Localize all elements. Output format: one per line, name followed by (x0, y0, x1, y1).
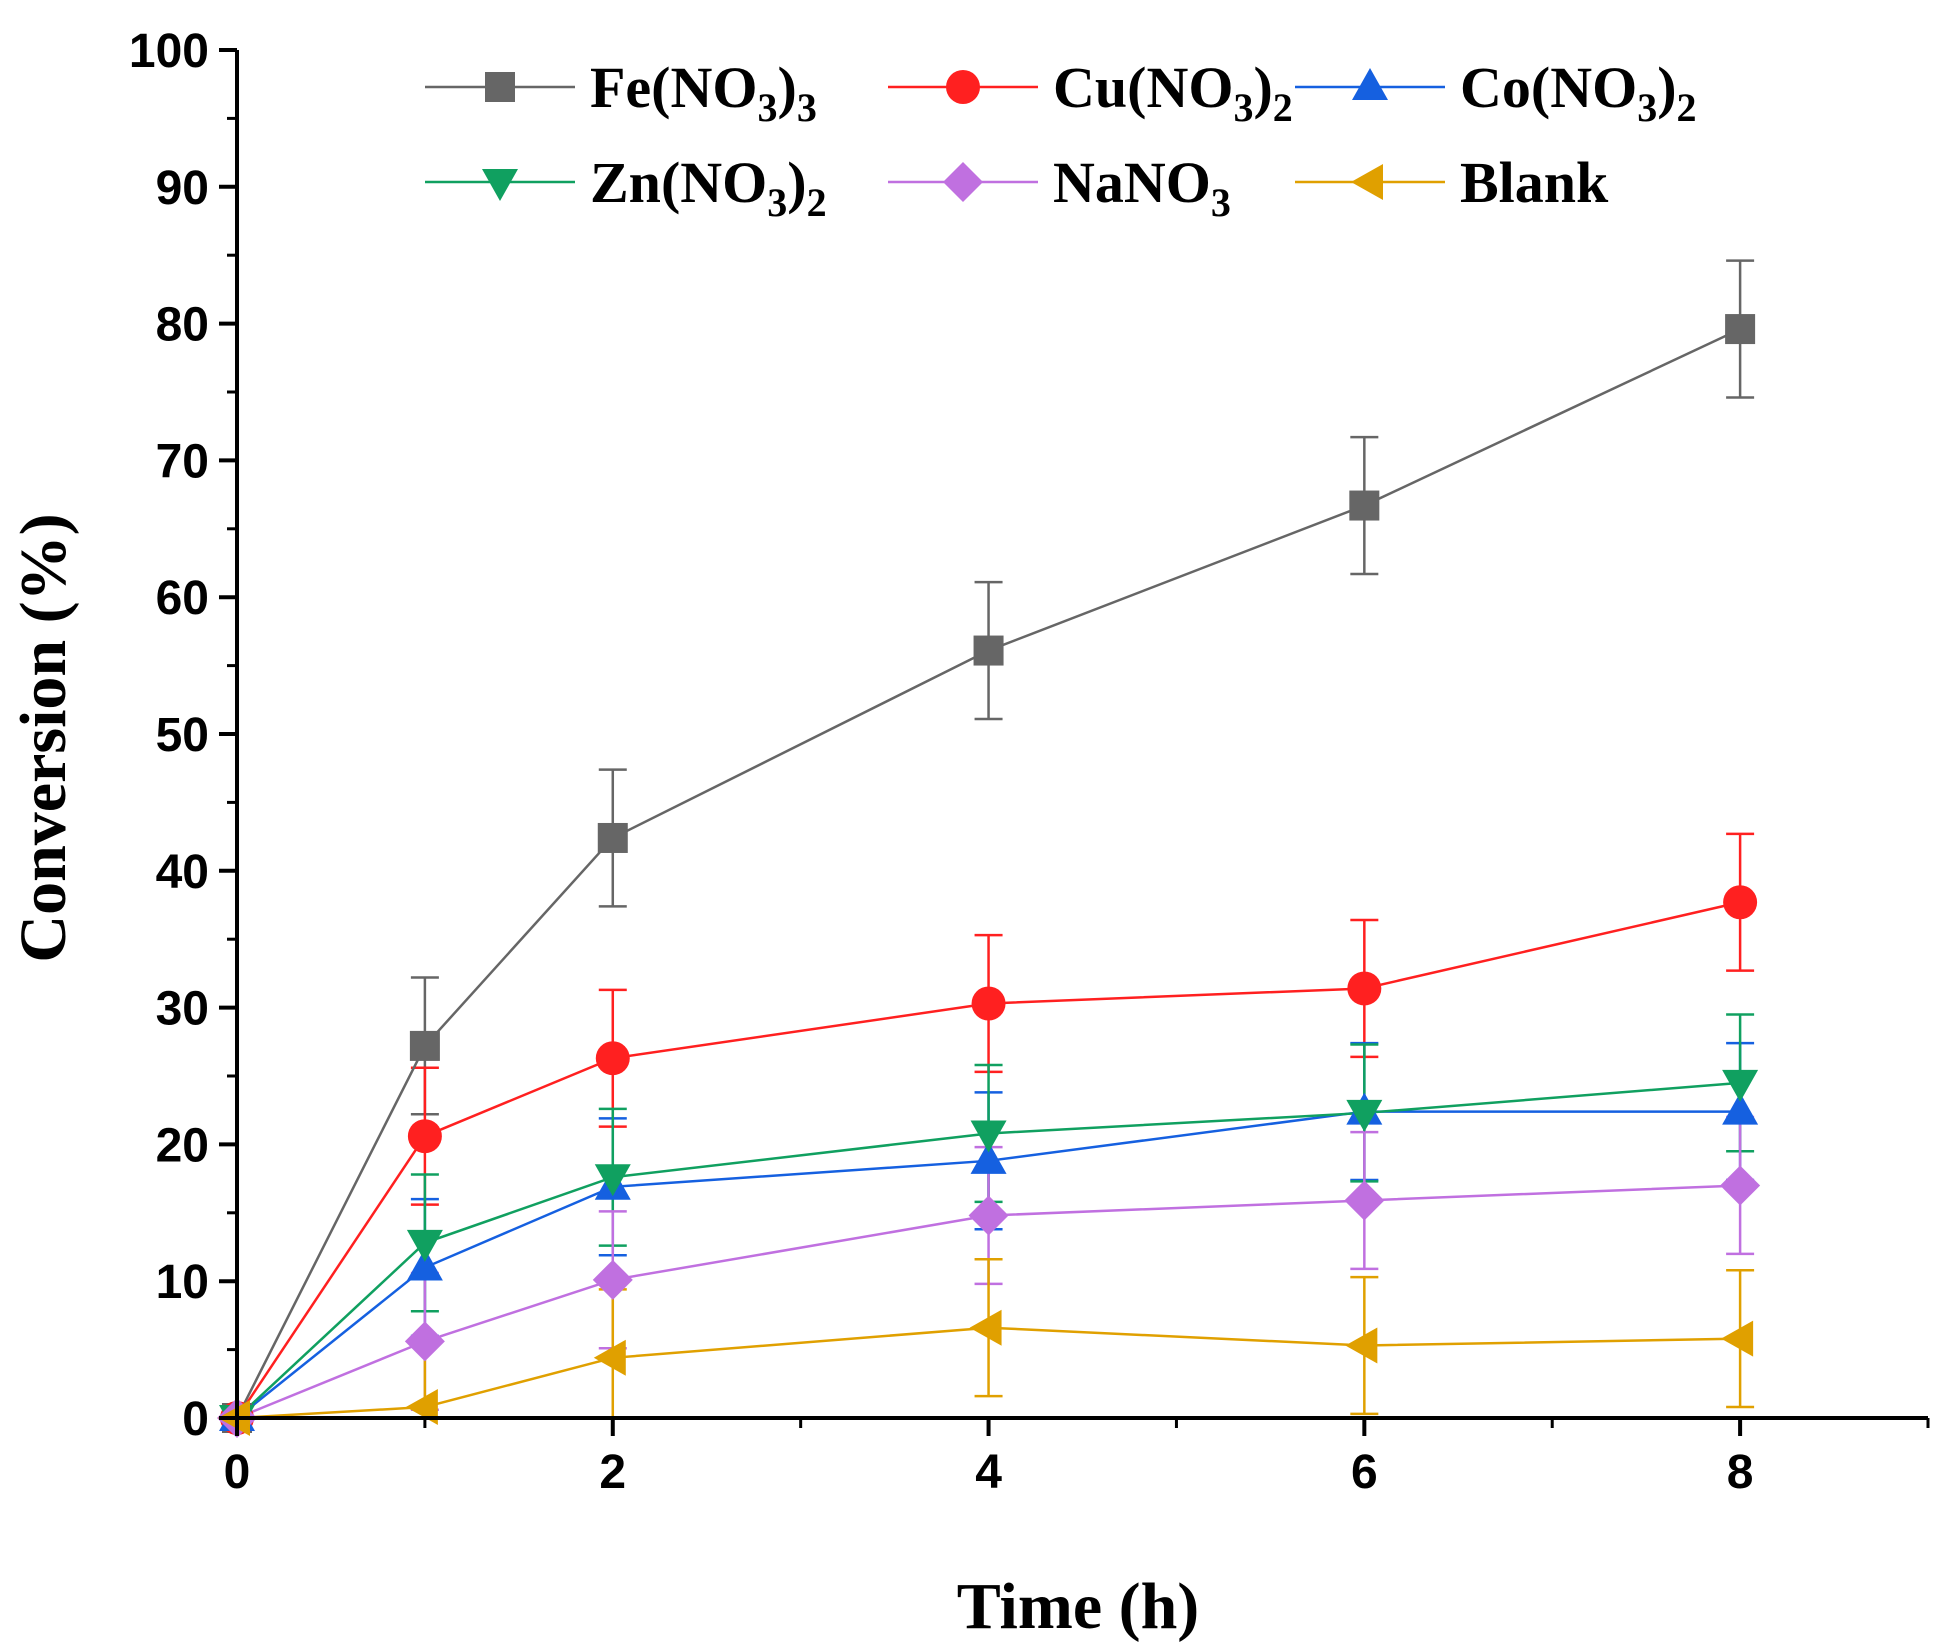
data-point-co-no3-2 (970, 1141, 1007, 1174)
y-tick-label: 10 (156, 1256, 209, 1309)
series-line-nano3 (236, 1184, 1741, 1420)
y-tick-label: 20 (156, 1119, 209, 1172)
data-point-cu-no3-2 (971, 986, 1006, 1021)
legend-label: Zn(NO3)2 (590, 150, 827, 225)
legend-label-part: 3 (767, 180, 787, 225)
legend-marker (1351, 164, 1383, 200)
y-tick-label: 30 (156, 983, 209, 1036)
legend-item-zn-no3-2: Zn(NO3)2 (425, 150, 827, 225)
legend: Fe(NO3)3 Cu(NO3)2 Co(NO3)2Zn(NO3)2 NaNO3 Bla… (425, 55, 1697, 225)
y-tick-label: 90 (156, 162, 209, 215)
legend-marker (482, 169, 518, 201)
legend-label-part: 2 (807, 180, 827, 225)
legend-label-part: Co(NO (1460, 55, 1637, 120)
data-point-zn-no3-2 (1346, 1099, 1383, 1132)
data-point-co-no3-2 (1722, 1092, 1759, 1125)
data-point-cu-no3-2 (595, 1041, 630, 1076)
y-tick-label: 70 (156, 435, 209, 488)
data-point-fe-no3-3 (973, 635, 1004, 666)
legend-label: Cu(NO3)2 (1053, 55, 1293, 130)
data-point-blank (969, 1309, 1002, 1346)
y-tick-label: 0 (182, 1393, 209, 1446)
legend-marker (485, 72, 515, 102)
data-point-fe-no3-3 (1349, 490, 1380, 521)
legend-item-cu-no3-2: Cu(NO3)2 (888, 55, 1293, 130)
legend-label-part: 3 (1211, 180, 1231, 225)
data-point-cu-no3-2 (1723, 885, 1758, 920)
data-point-blank (593, 1339, 626, 1376)
legend-label-part: 3 (797, 85, 817, 130)
legend-item-co-no3-2: Co(NO3)2 (1295, 55, 1697, 130)
axes: 0 10 20 30 40 50 60 70 80 90 100 0 2 4 6 8 (129, 25, 1930, 1499)
legend-label-part: Cu(NO (1053, 55, 1233, 120)
series-line-co-no3-2 (236, 1110, 1741, 1419)
legend-label-part: Fe(NO (590, 55, 758, 120)
legend-label-part: 2 (1273, 85, 1293, 130)
y-tick-label: 40 (156, 846, 209, 899)
data-point-nano3 (968, 1195, 1009, 1236)
x-axis-title: Time (h) (957, 1570, 1200, 1643)
legend-label-part: 3 (1637, 85, 1657, 130)
legend-label-part: 3 (1233, 85, 1253, 130)
series-line-fe-no3-3 (235, 327, 1741, 1419)
legend-label-part: ) (787, 150, 806, 215)
series-markers (217, 314, 1761, 1438)
legend-label: Fe(NO3)3 (590, 55, 817, 130)
y-tick-label: 100 (129, 25, 209, 78)
legend-label: NaNO3 (1053, 150, 1231, 225)
x-tick-label: 0 (224, 1446, 251, 1499)
x-tick-label: 8 (1727, 1446, 1754, 1499)
series-lines (235, 327, 1741, 1420)
legend-item-fe-no3-3: Fe(NO3)3 (425, 55, 817, 130)
data-point-nano3 (592, 1259, 633, 1300)
legend-label-part: Zn(NO (590, 150, 767, 215)
legend-marker (943, 162, 983, 202)
y-tick-label: 80 (156, 299, 209, 352)
legend-label-part: ) (778, 55, 797, 120)
legend-label: Co(NO3)2 (1460, 55, 1697, 130)
legend-label: Blank (1460, 150, 1609, 215)
x-tick-label: 2 (599, 1446, 626, 1499)
data-point-co-no3-2 (406, 1248, 443, 1281)
data-point-zn-no3-2 (1722, 1069, 1759, 1102)
x-tick-label: 4 (975, 1446, 1002, 1499)
data-point-zn-no3-2 (406, 1229, 443, 1262)
legend-item-blank: Blank (1295, 150, 1609, 215)
legend-label-part: 2 (1677, 85, 1697, 130)
legend-label-part: ) (1657, 55, 1676, 120)
data-point-nano3 (404, 1321, 445, 1362)
series-line-zn-no3-2 (236, 1081, 1741, 1419)
y-tick-label: 60 (156, 572, 209, 625)
legend-label-part: 3 (758, 85, 778, 130)
legend-marker (1352, 68, 1388, 100)
legend-item-nano3: NaNO3 (888, 150, 1231, 225)
legend-label-part: ) (1253, 55, 1272, 120)
data-point-fe-no3-3 (409, 1030, 440, 1061)
legend-label-part: Blank (1460, 150, 1609, 215)
series-line-cu-no3-2 (235, 901, 1741, 1419)
data-point-nano3 (1720, 1165, 1761, 1206)
y-tick-label: 50 (156, 709, 209, 762)
data-point-blank (1345, 1327, 1378, 1364)
data-point-cu-no3-2 (1347, 971, 1382, 1006)
legend-marker (946, 70, 980, 104)
legend-label-part: NaNO (1053, 150, 1211, 215)
data-point-fe-no3-3 (597, 822, 628, 853)
data-point-fe-no3-3 (1725, 314, 1756, 345)
series-line-blank (236, 1326, 1741, 1420)
x-tick-label: 6 (1351, 1446, 1378, 1499)
data-point-cu-no3-2 (407, 1119, 442, 1154)
y-axis-title: Conversion (%) (7, 513, 80, 962)
data-point-blank (1721, 1320, 1754, 1357)
data-point-zn-no3-2 (970, 1120, 1007, 1153)
data-point-nano3 (1344, 1180, 1385, 1221)
data-point-zn-no3-2 (594, 1164, 631, 1197)
